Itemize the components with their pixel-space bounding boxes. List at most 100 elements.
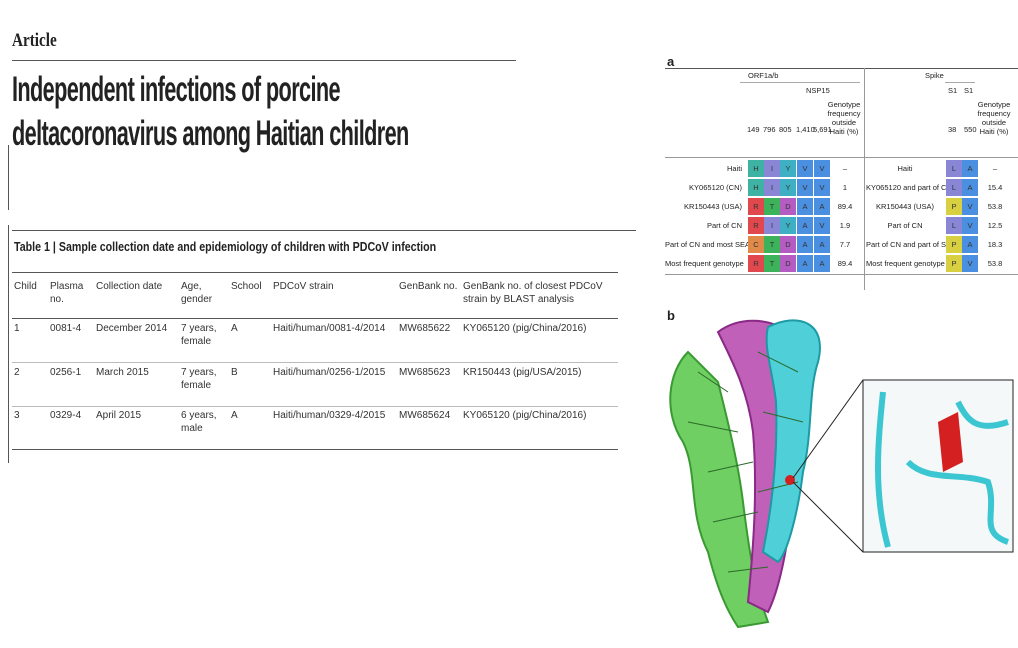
column-header: GenBank no. <box>399 281 458 292</box>
row-label: Haiti <box>897 164 913 173</box>
residue: I <box>764 217 780 234</box>
residue: L <box>946 217 962 234</box>
frequency: 53.8 <box>987 202 1003 211</box>
table-cell: A <box>231 323 238 334</box>
callout-line <box>792 379 864 479</box>
rule <box>12 230 636 231</box>
table-cell: 3 <box>14 410 20 421</box>
table-cell: 1 <box>14 323 20 334</box>
panel-label: a <box>667 54 675 69</box>
residue: L <box>946 179 962 196</box>
row-label: KY065120 (CN) <box>689 183 742 192</box>
table-cell: April 2015 <box>96 410 142 421</box>
table-cell: 0081-4 <box>50 323 82 334</box>
gene-label: Spike <box>925 71 944 80</box>
table-cell: Haiti/human/0329-4/2015 <box>273 410 386 421</box>
residue: Y <box>780 179 796 196</box>
callout-line <box>792 481 864 553</box>
rule <box>8 145 9 210</box>
column-header: Collection date <box>96 281 163 292</box>
freq-header: Genotype frequency outside Haiti (%) <box>977 100 1011 136</box>
position: 5,691 <box>813 125 832 134</box>
section-label: Article <box>12 30 57 51</box>
residue: A <box>797 236 813 253</box>
frequency: 1 <box>842 183 848 192</box>
table-cell: March 2015 <box>96 367 149 378</box>
residue: A <box>814 198 830 215</box>
residue: P <box>946 198 962 215</box>
table-cell: 0329-4 <box>50 410 82 421</box>
residue: Y <box>780 217 796 234</box>
table-cell: 7 years, female <box>181 367 217 391</box>
table-cell: KY065120 (pig/China/2016) <box>463 410 587 421</box>
residue: H <box>748 179 764 196</box>
structure-image <box>669 319 1014 629</box>
residue: T <box>764 255 780 272</box>
frequency: 53.8 <box>987 259 1003 268</box>
row-label: Part of CN and most SEA <box>665 240 751 249</box>
column-header: Child <box>14 281 37 292</box>
rule <box>945 82 975 83</box>
column-header: School <box>231 281 262 292</box>
table-cell: B <box>231 367 238 378</box>
frequency: – <box>842 164 848 173</box>
protein-ribbons <box>669 319 821 629</box>
freq-header: Genotype frequency outside Haiti (%) <box>827 100 861 136</box>
table-cell: KY065120 (pig/China/2016) <box>463 323 587 334</box>
frequency: 15.4 <box>987 183 1003 192</box>
residue: A <box>814 255 830 272</box>
protein-label: S1 <box>948 86 958 95</box>
position: 796 <box>763 125 776 134</box>
column-header: Age, gender <box>181 281 213 305</box>
residue: V <box>962 255 978 272</box>
table-cell: 7 years, female <box>181 323 217 347</box>
table-cell: KR150443 (pig/USA/2015) <box>463 367 582 378</box>
frequency: 89.4 <box>837 259 853 268</box>
row-label: Most frequent genotype <box>665 259 744 268</box>
table-caption: Table 1 | Sample collection date and epi… <box>14 239 437 254</box>
rule <box>12 362 618 363</box>
row-label: Part of CN and part of SEA <box>866 240 957 249</box>
position: 1,410 <box>796 125 815 134</box>
rule <box>12 60 516 61</box>
rule <box>740 82 860 83</box>
frequency: 1.9 <box>839 221 851 230</box>
rule <box>864 68 865 290</box>
residue: V <box>797 160 813 177</box>
position: 38 <box>948 125 957 134</box>
rule <box>12 272 618 273</box>
row-label: Most frequent genotype <box>866 259 945 268</box>
table-cell: 2 <box>14 367 20 378</box>
inset-residue <box>938 412 963 472</box>
residue: D <box>780 236 796 253</box>
residue: D <box>780 198 796 215</box>
row-label: Haiti <box>726 164 742 173</box>
column-header: GenBank no. of closest PDCoV strain by B… <box>463 281 603 305</box>
column-header: Plasma no. <box>50 281 84 305</box>
residue: A <box>797 198 813 215</box>
row-label: KR150443 (USA) <box>684 202 742 211</box>
table-cell: December 2014 <box>96 323 168 334</box>
residue: V <box>814 217 830 234</box>
title-line: deltacoronavirus among Haitian children <box>12 114 409 153</box>
residue: R <box>748 198 764 215</box>
position: 550 <box>964 125 977 134</box>
row-label: Part of CN <box>887 221 923 230</box>
residue: C <box>748 236 764 253</box>
protein-label: S1 <box>964 86 974 95</box>
column-header: PDCoV strain <box>273 281 334 292</box>
residue: V <box>797 179 813 196</box>
residue: A <box>797 217 813 234</box>
residue: D <box>780 255 796 272</box>
residue: L <box>946 160 962 177</box>
protein-label: NSP15 <box>806 86 830 95</box>
residue: Y <box>780 160 796 177</box>
title-line: Independent infections of porcine <box>12 70 341 109</box>
residue: V <box>962 217 978 234</box>
residue: V <box>962 198 978 215</box>
rule <box>12 449 618 450</box>
rule <box>12 406 618 407</box>
gene-label: ORF1a/b <box>748 71 779 80</box>
rule <box>665 274 1018 275</box>
